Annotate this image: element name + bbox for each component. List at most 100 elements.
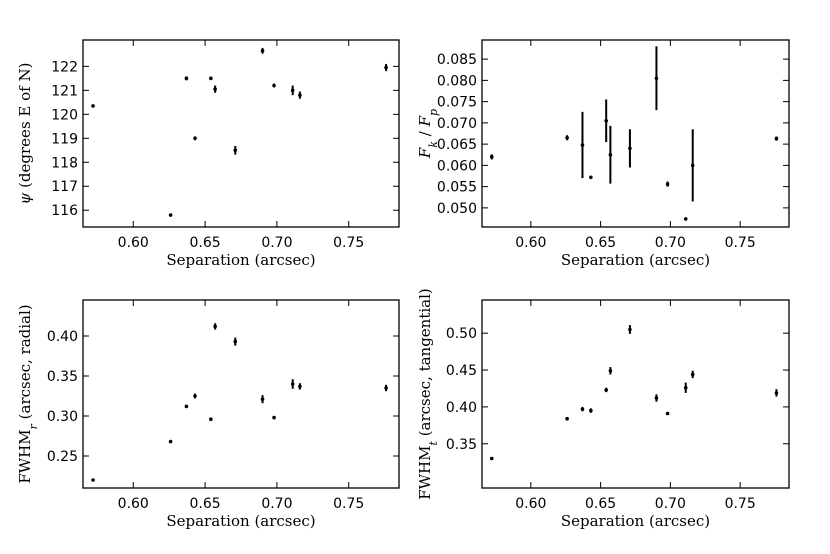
x-tick-label: 0.70 <box>655 235 686 251</box>
x-axis-label: Separation (arcsec) <box>166 251 315 269</box>
y-tick-label: 0.070 <box>437 116 477 132</box>
data-point <box>213 87 217 91</box>
data-point <box>272 83 276 88</box>
data-point <box>233 339 238 344</box>
data-point <box>628 146 632 151</box>
data-point <box>384 386 388 390</box>
data-point <box>604 388 608 392</box>
data-point <box>384 65 388 70</box>
y-tick-label: 0.40 <box>446 400 477 416</box>
y-tick-label: 0.45 <box>446 363 477 379</box>
data-point <box>683 385 688 390</box>
plot-frame <box>82 299 400 489</box>
x-tick-label: 0.65 <box>585 235 616 251</box>
y-tick-label: 0.30 <box>47 409 78 425</box>
y-tick-label: 122 <box>51 59 78 75</box>
data-point <box>608 368 613 373</box>
plot-frame <box>82 39 400 228</box>
y-tick-label: 119 <box>51 131 78 147</box>
y-tick-label: 117 <box>51 179 78 195</box>
x-axis-label: Separation (arcsec) <box>561 512 710 530</box>
data-point <box>168 439 173 444</box>
x-tick-label: 0.60 <box>515 496 546 512</box>
data-point <box>184 76 189 81</box>
data-point <box>184 404 189 409</box>
y-tick-label: 0.50 <box>446 326 477 342</box>
y-tick-label: 0.050 <box>437 201 477 217</box>
y-axis-label: Fk / Fp <box>416 109 440 159</box>
data-point <box>774 136 779 141</box>
data-point <box>298 384 302 389</box>
data-point <box>489 155 494 159</box>
x-tick-label: 0.75 <box>725 235 756 251</box>
data-point <box>690 163 695 168</box>
data-point <box>683 217 688 221</box>
data-point <box>565 135 569 140</box>
y-tick-label: 0.35 <box>446 437 477 453</box>
x-tick-label: 0.75 <box>333 235 364 251</box>
data-point <box>260 397 265 402</box>
data-point <box>193 394 197 398</box>
data-point <box>604 118 608 123</box>
panel-fwhm_radial: 0.60 0.65 0.70 0.75 0.25 0.30 0.35 0.40 Separati… <box>16 299 400 530</box>
data-point <box>260 48 265 53</box>
y-tick-label: 0.35 <box>47 369 78 385</box>
data-point <box>213 324 217 329</box>
y-axis-label: FWHMt (arcsec, tangential) <box>416 288 440 500</box>
data-point <box>290 88 295 93</box>
y-tick-label: 120 <box>51 107 78 123</box>
panel-flux: 0.60 0.65 0.70 0.75 0.050 0.055 0.060 0.065 0.07… <box>416 39 790 269</box>
x-tick-label: 0.75 <box>725 496 756 512</box>
data-point <box>209 76 213 81</box>
data-point <box>589 175 593 180</box>
y-tick-label: 0.085 <box>437 52 477 68</box>
data-point <box>654 396 659 400</box>
x-tick-label: 0.70 <box>261 235 292 251</box>
data-point <box>290 382 295 386</box>
data-point <box>580 407 585 411</box>
x-tick-label: 0.65 <box>585 496 616 512</box>
y-tick-label: 121 <box>51 83 78 99</box>
y-tick-label: 0.25 <box>47 449 78 465</box>
y-tick-label: 116 <box>51 203 78 219</box>
x-axis-label: Separation (arcsec) <box>561 251 710 269</box>
y-tick-label: 0.075 <box>437 95 477 111</box>
data-point <box>298 93 302 97</box>
x-tick-label: 0.65 <box>190 496 221 512</box>
plot-frame <box>481 299 790 489</box>
data-point <box>774 391 779 395</box>
plot-frame <box>481 39 790 228</box>
x-tick-label: 0.60 <box>515 235 546 251</box>
y-tick-label: 0.060 <box>437 158 477 174</box>
data-point <box>565 416 569 421</box>
data-point <box>489 456 494 461</box>
x-tick-label: 0.65 <box>190 235 221 251</box>
data-point <box>91 478 95 482</box>
data-point <box>589 408 593 413</box>
data-point <box>665 411 670 416</box>
y-tick-label: 0.065 <box>437 137 477 153</box>
data-point <box>665 182 670 186</box>
y-axis-label: FWHMr (arcsec, radial) <box>16 304 40 483</box>
data-point <box>272 415 276 420</box>
x-tick-label: 0.60 <box>118 496 149 512</box>
x-tick-label: 0.70 <box>655 496 686 512</box>
x-tick-label: 0.60 <box>118 235 149 251</box>
data-point <box>168 213 173 217</box>
x-tick-label: 0.75 <box>333 496 364 512</box>
panel-psi: 0.60 0.65 0.70 0.75 116 117 118 119 120 121 122 Sep… <box>16 39 400 269</box>
data-point <box>654 76 659 81</box>
y-tick-label: 0.055 <box>437 180 477 196</box>
x-axis-label: Separation (arcsec) <box>166 512 315 530</box>
data-point <box>580 143 585 147</box>
y-tick-label: 0.40 <box>47 329 78 345</box>
panel-fwhm_tangential: 0.60 0.65 0.70 0.75 0.35 0.40 0.45 0.50 Separati… <box>416 288 790 530</box>
data-point <box>233 148 238 153</box>
y-axis-label: ψ (degrees E of N) <box>16 63 34 205</box>
data-point <box>193 136 197 141</box>
data-point <box>91 104 95 108</box>
x-tick-label: 0.70 <box>261 496 292 512</box>
data-point <box>209 417 213 422</box>
data-point <box>608 152 613 157</box>
